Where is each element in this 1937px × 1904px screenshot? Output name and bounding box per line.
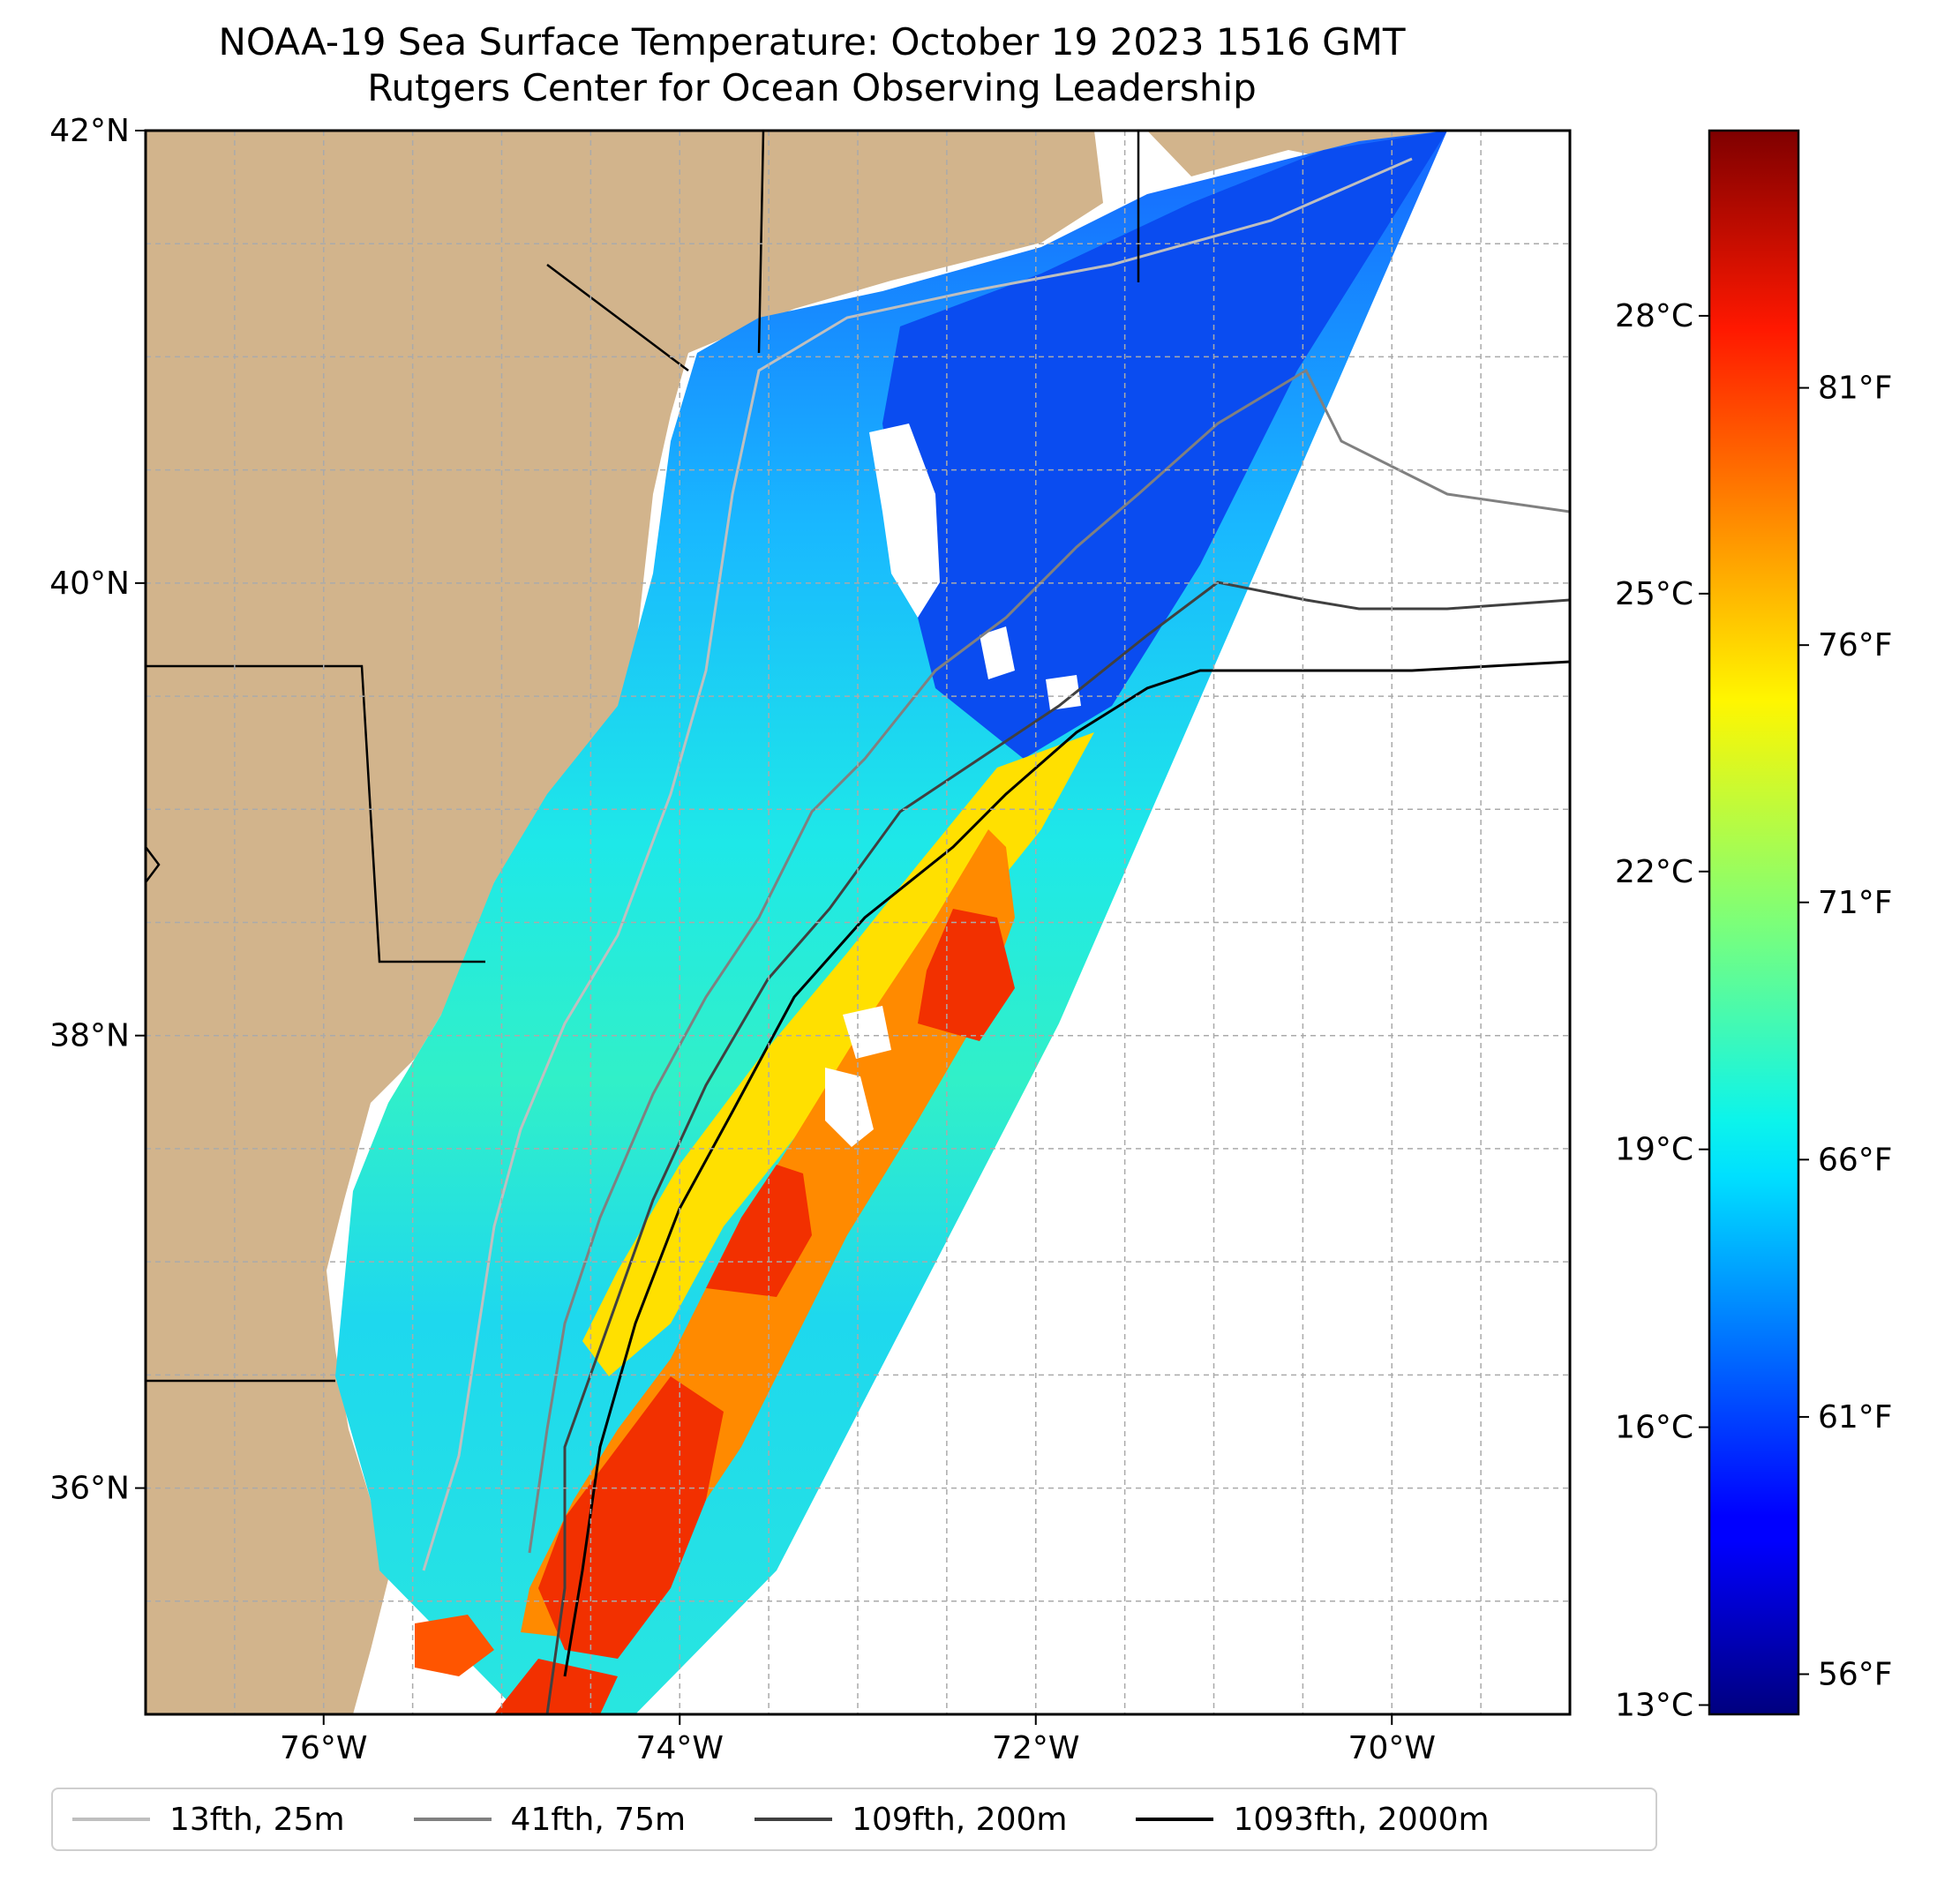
y-tick-label: 38°N bbox=[49, 1018, 130, 1054]
legend-line-swatch bbox=[72, 1818, 150, 1821]
contour-2000m bbox=[563, 660, 1570, 1677]
fahrenheit-ticks: 56°F 61°F 66°F 71°F 76°F 81°F bbox=[1798, 371, 1893, 1693]
contour-200m bbox=[545, 581, 1570, 1714]
y-tick-label: 36°N bbox=[49, 1471, 130, 1507]
fahrenheit-tick-label: 56°F bbox=[1818, 1657, 1893, 1693]
map-content bbox=[146, 131, 1570, 1714]
contour-75m bbox=[528, 368, 1570, 1554]
x-axis: 76°W 74°W 72°W 70°W bbox=[280, 1714, 1436, 1766]
legend-item: 109fth, 200m bbox=[755, 1802, 1067, 1838]
y-tick-label: 42°N bbox=[49, 113, 130, 149]
fahrenheit-tick-label: 61°F bbox=[1818, 1399, 1893, 1435]
legend-item: 13fth, 25m bbox=[72, 1802, 345, 1838]
celsius-tick-label: 25°C bbox=[1615, 576, 1693, 612]
legend-item: 1093fth, 2000m bbox=[1136, 1801, 1490, 1838]
title-line-1: NOAA-19 Sea Surface Temperature: October… bbox=[218, 20, 1406, 64]
celsius-tick-label: 28°C bbox=[1615, 298, 1693, 334]
legend-label: 41fth, 75m bbox=[510, 1801, 687, 1838]
colorbar-gradient bbox=[1708, 129, 1800, 1716]
legend-label: 1093fth, 2000m bbox=[1233, 1801, 1490, 1838]
fahrenheit-tick-label: 66°F bbox=[1818, 1142, 1893, 1178]
state-borders bbox=[146, 131, 1140, 1383]
contour-25m bbox=[422, 157, 1413, 1571]
fahrenheit-tick-label: 71°F bbox=[1818, 885, 1893, 921]
legend-label: 13fth, 25m bbox=[169, 1801, 345, 1838]
title-line-2: Rutgers Center for Ocean Observing Leade… bbox=[367, 66, 1257, 109]
map-frame bbox=[144, 129, 1572, 1716]
celsius-tick-label: 16°C bbox=[1615, 1410, 1693, 1446]
x-tick-label: 72°W bbox=[992, 1730, 1079, 1766]
fahrenheit-tick-label: 81°F bbox=[1818, 371, 1893, 407]
sst-sound-red bbox=[415, 1615, 494, 1676]
chart-title: NOAA-19 Sea Surface Temperature: October… bbox=[0, 19, 1624, 111]
legend-line-swatch bbox=[1136, 1818, 1214, 1821]
x-tick-label: 70°W bbox=[1348, 1730, 1436, 1766]
celsius-tick-label: 19°C bbox=[1615, 1132, 1693, 1168]
bathymetry-legend: 13fth, 25m 41fth, 75m 109fth, 200m 1093f… bbox=[51, 1788, 1657, 1851]
fahrenheit-tick-label: 76°F bbox=[1818, 627, 1893, 663]
legend-line-swatch bbox=[755, 1818, 833, 1821]
land-mainland bbox=[146, 131, 1103, 1714]
cloud-gap bbox=[825, 424, 1081, 1147]
y-axis: 42°N 40°N 38°N 36°N bbox=[49, 113, 146, 1507]
x-tick-label: 76°W bbox=[280, 1730, 367, 1766]
celsius-tick-label: 22°C bbox=[1615, 854, 1693, 890]
y-tick-label: 40°N bbox=[49, 566, 130, 602]
sst-gulfstream-red bbox=[494, 909, 1015, 1714]
legend-label: 109fth, 200m bbox=[852, 1801, 1068, 1838]
legend-item: 41fth, 75m bbox=[413, 1801, 687, 1838]
celsius-tick-label: 13°C bbox=[1615, 1688, 1693, 1724]
celsius-ticks: 13°C 16°C 19°C 22°C 25°C 28°C bbox=[1615, 298, 1709, 1724]
legend-line-swatch bbox=[413, 1818, 492, 1821]
x-tick-label: 74°W bbox=[636, 1730, 724, 1766]
